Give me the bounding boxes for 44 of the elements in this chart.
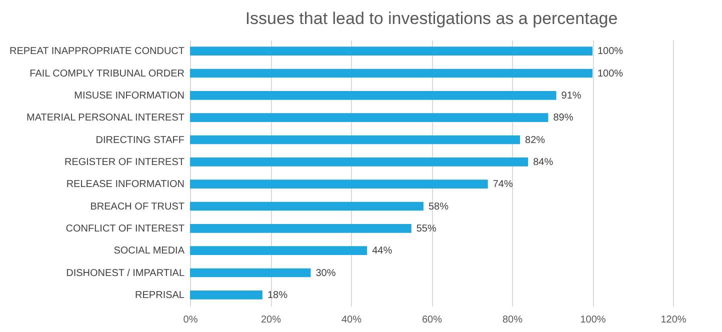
data-label: 100% bbox=[598, 46, 624, 58]
bar bbox=[190, 246, 368, 256]
data-label: 30% bbox=[316, 268, 336, 279]
x-tick-label: 0% bbox=[183, 314, 198, 326]
bar bbox=[190, 224, 412, 233]
bar bbox=[190, 68, 592, 78]
data-label: 55% bbox=[416, 223, 436, 234]
data-label: 58% bbox=[428, 201, 449, 212]
y-tick-label: RELEASE INFORMATION bbox=[66, 179, 184, 190]
x-tick-label: 20% bbox=[260, 314, 282, 326]
data-label: 74% bbox=[492, 179, 513, 190]
y-tick-label: DIRECTING STAFF bbox=[96, 134, 184, 146]
data-label: 89% bbox=[553, 112, 574, 124]
bar bbox=[190, 135, 520, 144]
data-label: 44% bbox=[372, 246, 392, 257]
bar bbox=[190, 90, 556, 100]
y-tick-label: FAIL COMPLY TRIBUNAL ORDER bbox=[30, 68, 184, 80]
x-tick-label: 100% bbox=[580, 314, 606, 326]
data-label: 84% bbox=[533, 156, 554, 168]
y-tick-label: DISHONEST / IMPARTIAL bbox=[66, 268, 185, 279]
y-tick-label: SOCIAL MEDIA bbox=[114, 246, 185, 257]
bar bbox=[190, 113, 548, 122]
y-tick-label: MATERIAL PERSONAL INTEREST bbox=[26, 112, 184, 124]
data-label: 91% bbox=[561, 90, 582, 102]
chart-title: Issues that lead to investigations as a percentage bbox=[245, 9, 618, 28]
y-tick-label: REPRISAL bbox=[135, 290, 185, 301]
bar bbox=[190, 180, 488, 189]
data-label: 100% bbox=[598, 68, 624, 80]
bar bbox=[190, 268, 311, 278]
x-tick-label: 60% bbox=[422, 314, 442, 326]
bar bbox=[190, 157, 528, 166]
bar bbox=[190, 202, 424, 211]
y-tick-label: MISUSE INFORMATION bbox=[74, 90, 184, 102]
bar bbox=[190, 46, 592, 56]
bar bbox=[190, 290, 262, 300]
data-label: 18% bbox=[267, 290, 288, 301]
x-tick-label: 80% bbox=[502, 314, 523, 326]
x-tick-label: 40% bbox=[341, 314, 362, 326]
y-tick-label: CONFLICT OF INTEREST bbox=[66, 223, 184, 234]
y-tick-label: REGISTER OF INTEREST bbox=[64, 156, 184, 168]
x-tick-label: 120% bbox=[660, 314, 686, 326]
y-tick-label: REPEAT INAPPROPRIATE CONDUCT bbox=[9, 46, 184, 58]
data-label: 82% bbox=[525, 134, 546, 146]
y-tick-label: BREACH OF TRUST bbox=[90, 201, 184, 212]
